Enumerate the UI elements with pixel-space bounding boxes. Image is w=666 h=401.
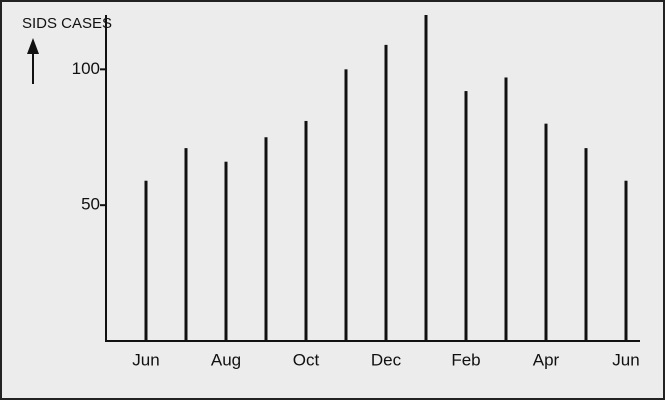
x-tick-label: Aug (211, 350, 241, 369)
bar (424, 15, 428, 341)
bar (304, 120, 308, 341)
bar (384, 44, 388, 342)
bar (624, 180, 628, 341)
x-tick-label: Oct (293, 350, 320, 369)
bar (144, 180, 148, 341)
x-tick-label: Jun (612, 350, 639, 369)
bar (584, 148, 588, 341)
x-tick-label: Jun (132, 350, 159, 369)
x-tick-label: Dec (371, 350, 402, 369)
y-tick-label: 100 (72, 59, 100, 78)
bar (264, 137, 268, 341)
x-tick-label: Apr (533, 350, 560, 369)
bar (224, 161, 228, 341)
bar (184, 148, 188, 341)
bar (504, 77, 508, 341)
y-axis-label: SIDS CASES (22, 15, 112, 32)
y-axis-arrowhead (27, 38, 39, 54)
y-tick-label: 50 (81, 195, 100, 214)
x-tick-label: Feb (451, 350, 480, 369)
bar (464, 91, 468, 341)
bar (344, 69, 348, 341)
bar (544, 123, 548, 342)
